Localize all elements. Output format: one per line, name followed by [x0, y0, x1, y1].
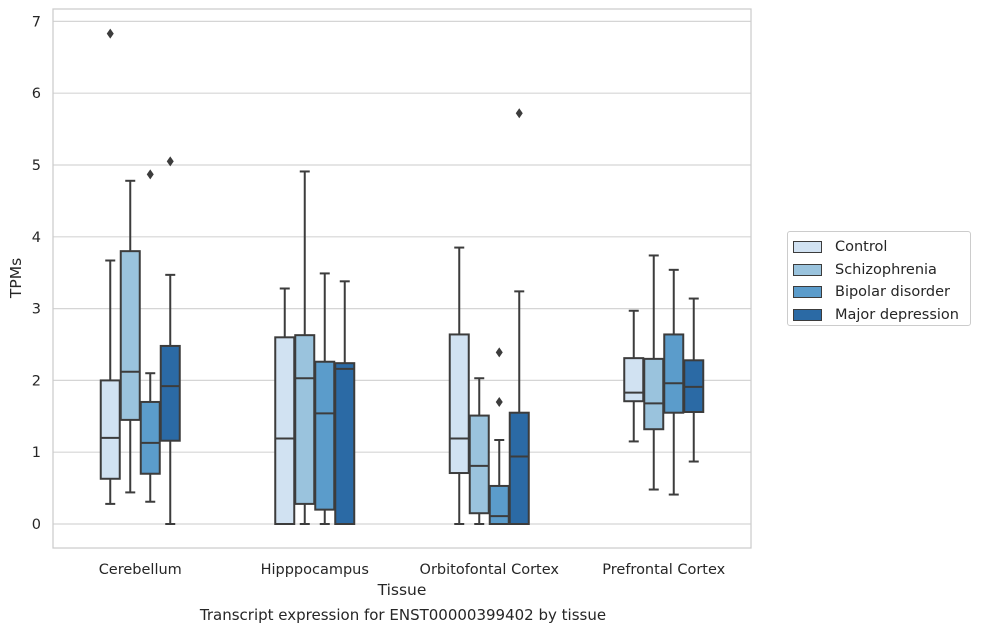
y-tick-label: 3 [32, 302, 41, 318]
box-control [448, 246, 470, 525]
x-axis-label: Tissue [377, 581, 427, 599]
box-iqr [159, 344, 181, 442]
y-tick-label: 0 [32, 517, 41, 533]
x-tick-label: Prefrontal Cortex [602, 562, 725, 578]
legend-swatch [793, 286, 822, 299]
box-major-depression [508, 108, 530, 525]
box-iqr [139, 400, 161, 475]
outlier-point [495, 347, 503, 358]
box-control [274, 287, 296, 525]
x-tick-label: Hipppocampus [261, 562, 369, 578]
y-tick-label: 1 [32, 445, 41, 461]
box-control [623, 309, 645, 443]
box-iqr [663, 333, 685, 414]
box-control [99, 28, 121, 505]
plot-frame [52, 8, 752, 549]
box-major-depression [159, 156, 181, 525]
legend-label: Bipolar disorder [835, 284, 950, 301]
chart-caption: Transcript expression for ENST0000039940… [199, 606, 607, 624]
legend-item-schizophrenia: Schizophrenia [793, 259, 970, 282]
box-major-depression [683, 297, 705, 463]
legend-item-control: Control [793, 236, 970, 259]
x-tick-label: Cerebellum [99, 562, 182, 578]
box-schizophrenia [643, 254, 665, 491]
box-iqr [294, 334, 316, 505]
y-tick-label: 5 [32, 158, 41, 174]
box-iqr [274, 336, 296, 525]
box-bipolar-disorder [488, 347, 510, 526]
legend-label: Control [835, 239, 888, 256]
y-tick-label: 7 [32, 14, 41, 30]
box-iqr [448, 333, 470, 475]
y-tick-label: 2 [32, 373, 41, 389]
box-bipolar-disorder [663, 268, 685, 496]
box-iqr [643, 357, 665, 431]
box-schizophrenia [294, 170, 316, 525]
outlier-point [515, 108, 523, 119]
box-iqr [119, 250, 141, 421]
y-axis-label: TPMs [7, 258, 25, 299]
box-iqr [99, 379, 121, 480]
x-tick-label: Orbitofontal Cortex [420, 562, 560, 578]
box-iqr [334, 362, 356, 525]
box-bipolar-disorder [314, 272, 336, 525]
outlier-point [495, 396, 503, 407]
box-schizophrenia [468, 377, 490, 525]
y-tick-label: 4 [32, 230, 41, 246]
box-bipolar-disorder [139, 169, 161, 503]
box-iqr [468, 414, 490, 515]
box-iqr [508, 411, 530, 525]
legend-label: Major depression [835, 306, 959, 323]
box-schizophrenia [119, 179, 141, 494]
legend-item-major-depression: Major depression [793, 304, 970, 327]
legend-swatch [793, 241, 822, 254]
box-iqr [488, 484, 510, 526]
legend-swatch [793, 263, 822, 276]
y-tick-label: 6 [32, 86, 41, 102]
box-iqr [314, 360, 336, 511]
legend-item-bipolar-disorder: Bipolar disorder [793, 281, 970, 304]
legend-swatch [793, 308, 822, 321]
outlier-point [106, 28, 114, 39]
axis-ticks: 0 1 2 3 4 5 6 7 Cerebellum Hipppocampus Orbitofont… [32, 14, 726, 578]
box-major-depression [334, 280, 356, 525]
legend-label: Schizophrenia [835, 261, 937, 278]
outlier-point [166, 156, 174, 167]
legend: Control Schizophrenia Bipolar disorder M… [787, 231, 971, 326]
outlier-point [146, 169, 154, 180]
box-series [99, 28, 705, 526]
box-iqr [623, 357, 645, 403]
